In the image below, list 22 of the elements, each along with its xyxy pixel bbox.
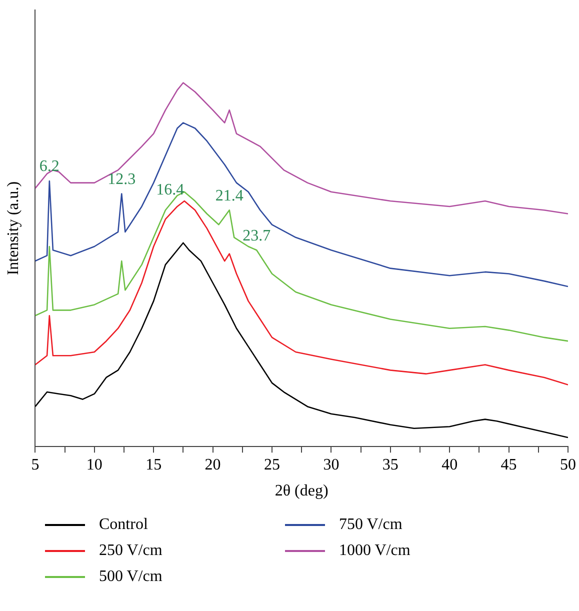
x-tick-label: 20: [204, 456, 221, 474]
legend-label: 500 V/cm: [99, 568, 162, 586]
x-tick-label: 50: [560, 456, 576, 474]
x-tick-label: 10: [86, 456, 102, 474]
annotation: 16.4: [156, 181, 184, 198]
annotation: 21.4: [215, 187, 244, 204]
legend-label: 250 V/cm: [99, 542, 162, 560]
x-tick-label: 35: [382, 456, 398, 474]
legend-label: 750 V/cm: [339, 516, 402, 534]
annotation: 12.3: [108, 170, 136, 188]
x-axis-title: 2θ (deg): [274, 482, 328, 500]
annotation: 6.2: [39, 158, 60, 176]
x-tick-label: 30: [323, 456, 340, 474]
annotation: 23.7: [242, 227, 271, 244]
x-tick-label: 40: [442, 456, 458, 474]
x-tick-label: 5: [31, 456, 40, 474]
x-tick-label: 25: [264, 456, 280, 474]
y-axis-title: Intensity (a.u.): [4, 181, 22, 276]
x-tick-label: 45: [500, 456, 517, 474]
legend-label: 1000 V/cm: [339, 542, 410, 560]
x-tick-label: 15: [146, 456, 162, 474]
legend-label: Control: [99, 516, 148, 534]
